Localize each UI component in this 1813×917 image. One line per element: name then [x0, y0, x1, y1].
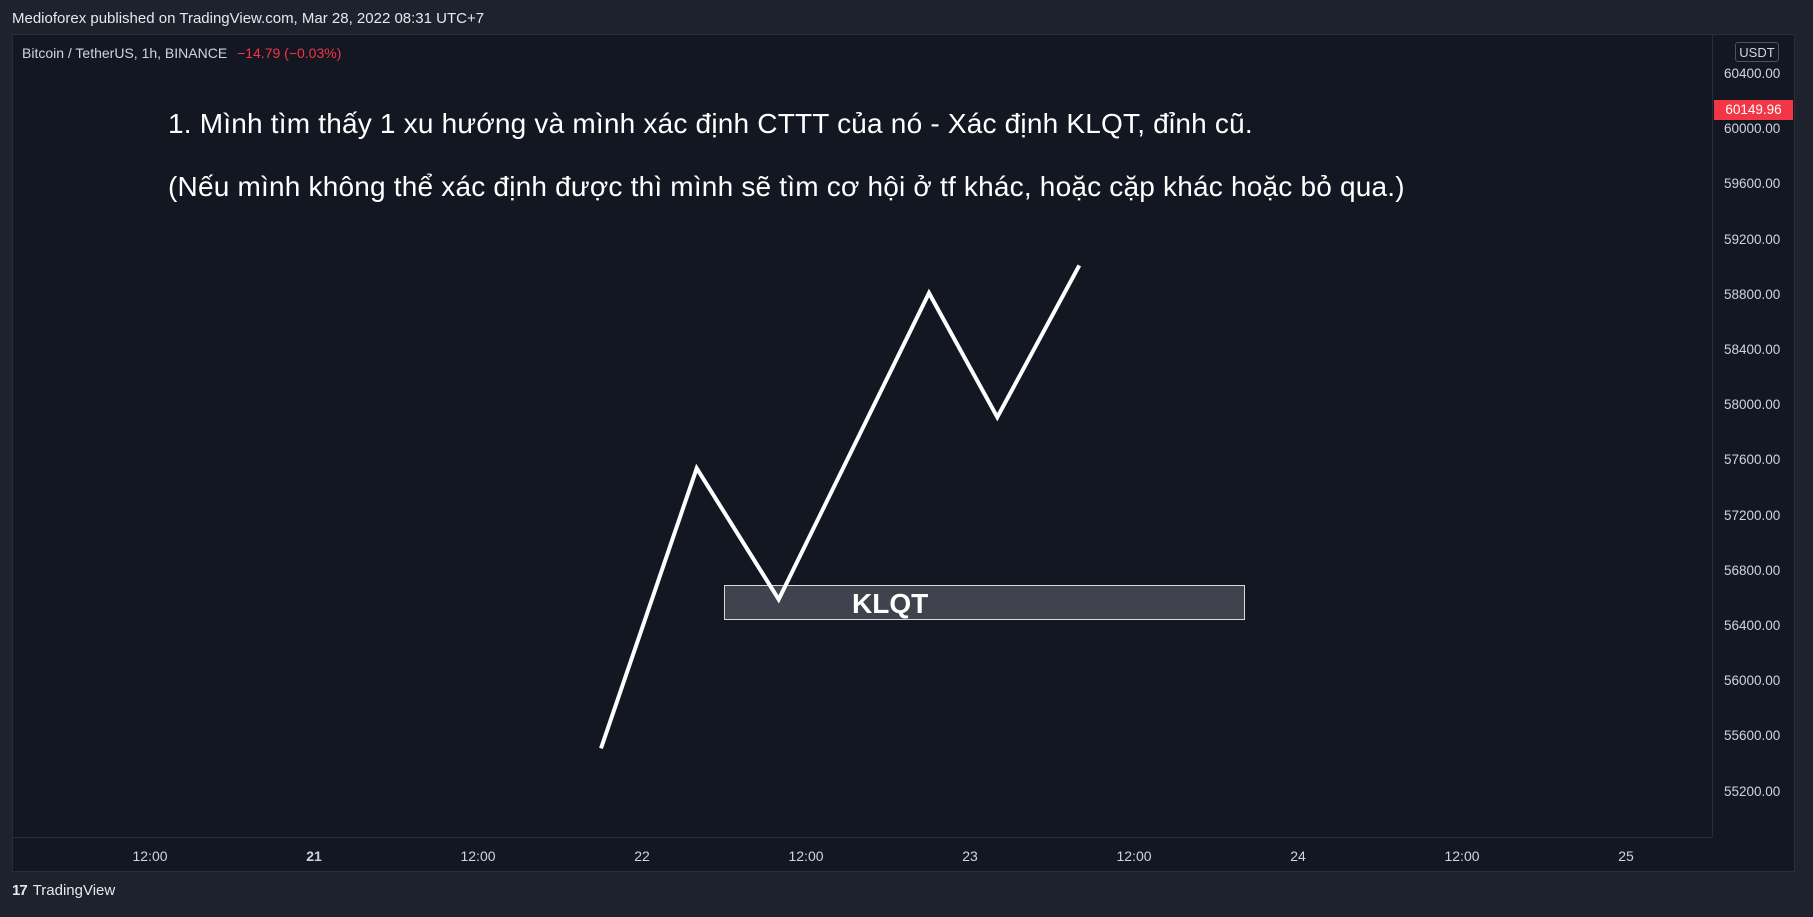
price-tick-label: 59600.00 [1724, 176, 1781, 192]
price-tick-label: 57200.00 [1724, 507, 1781, 523]
last-price-badge: 60149.96 [1714, 100, 1793, 120]
price-tick-label: 56400.00 [1724, 618, 1781, 633]
symbol-pair: Bitcoin / TetherUS, 1h, BINANCE [22, 45, 228, 61]
price-tick-label: 57600.00 [1724, 452, 1781, 468]
tradingview-logo-icon[interactable]: 17 [12, 882, 28, 899]
brand-name[interactable]: TradingView [32, 882, 116, 899]
time-tick-label: 25 [1618, 848, 1634, 864]
trend-polyline[interactable] [599, 264, 1082, 750]
symbol-legend[interactable]: Bitcoin / TetherUS, 1h, BINANCE −14.79 (… [22, 45, 341, 61]
price-tick-label: 56800.00 [1724, 562, 1781, 578]
time-tick-label: 24 [1290, 848, 1306, 864]
time-tick-label: 21 [306, 848, 322, 864]
price-tick-label: 60000.00 [1724, 121, 1781, 137]
time-tick-label: 12:00 [132, 848, 168, 864]
chart-pane[interactable] [12, 34, 1795, 872]
currency-button[interactable]: USDT [1735, 42, 1779, 62]
footer: 17 TradingView [12, 882, 115, 899]
time-tick-label: 23 [962, 848, 978, 864]
price-axis[interactable] [1712, 34, 1795, 837]
price-tick-label: 58000.00 [1724, 397, 1781, 413]
time-tick-label: 12:00 [1116, 848, 1152, 864]
price-tick-label: 56000.00 [1724, 673, 1781, 689]
annotation-line-2[interactable]: (Nếu mình không thể xác định được thì mì… [168, 171, 1405, 202]
time-tick-label: 12:00 [460, 848, 496, 864]
time-tick-label: 12:00 [788, 848, 824, 864]
klqt-zone-label: KLQT [852, 588, 929, 619]
time-axis[interactable] [12, 837, 1712, 872]
price-tick-label: 55200.00 [1724, 783, 1781, 799]
price-tick-label: 58400.00 [1724, 342, 1781, 357]
klqt-zone-rectangle[interactable] [724, 585, 1245, 620]
price-tick-label: 59200.00 [1724, 231, 1781, 247]
time-tick-label: 22 [634, 848, 650, 864]
symbol-change: −14.79 (−0.03%) [237, 45, 342, 61]
annotation-line-1[interactable]: 1. Mình tìm thấy 1 xu hướng và mình xác … [168, 108, 1253, 139]
price-tick-label: 58800.00 [1724, 286, 1781, 302]
price-tick-label: 60400.00 [1724, 66, 1781, 81]
publisher-line: Medioforex published on TradingView.com,… [0, 0, 1813, 34]
time-tick-label: 12:00 [1444, 848, 1480, 864]
price-tick-label: 55600.00 [1724, 728, 1781, 744]
